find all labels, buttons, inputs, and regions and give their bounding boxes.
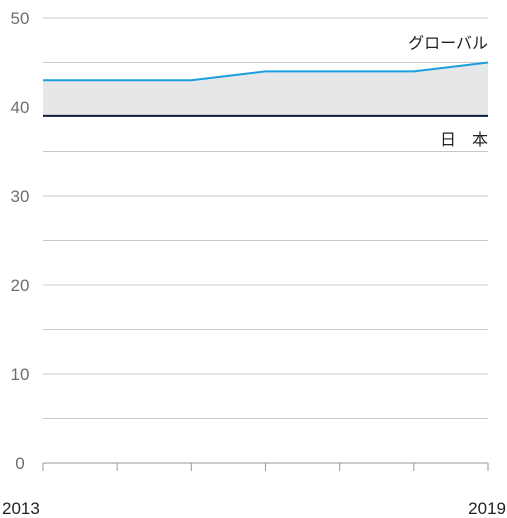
y-tick-label: 10	[11, 365, 30, 384]
y-tick-label: 50	[11, 9, 30, 28]
y-tick-label: 0	[15, 454, 24, 473]
series-lines	[43, 61, 489, 117]
y-tick-label: 30	[11, 187, 30, 206]
gridlines	[43, 17, 488, 419]
gap-fill	[43, 62, 488, 116]
series-line-global	[43, 61, 489, 82]
y-tick-label: 20	[11, 276, 30, 295]
series-label-japan: 日 本	[440, 131, 488, 149]
x-axis-labels: 2013 2019	[2, 499, 506, 518]
x-tick-label: 2013	[2, 499, 40, 518]
y-axis-labels: 0 10 20 30 40 50	[11, 9, 30, 473]
series-label-global: グローバル	[408, 35, 488, 53]
y-tick-label: 40	[11, 98, 30, 117]
x-tick-label: 2019	[468, 499, 506, 518]
gap-area	[43, 62, 488, 116]
x-axis	[42, 462, 489, 471]
